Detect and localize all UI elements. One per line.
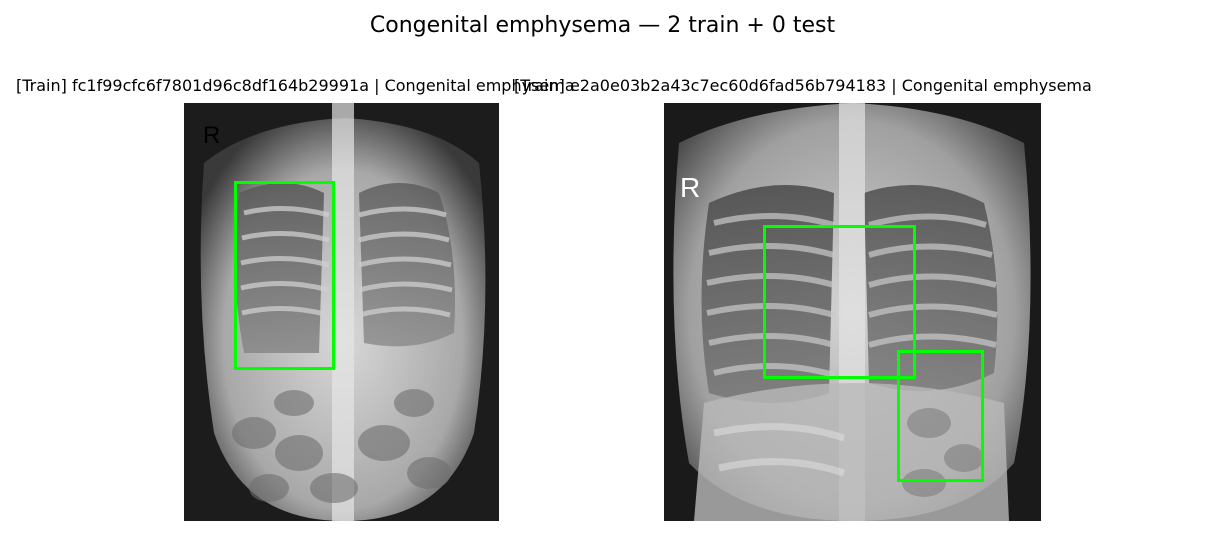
panel-2-marker: R [680,172,700,203]
panel-1-bounding-box [234,181,335,370]
xray-2-drawing: R [664,103,1041,521]
panel-1-title: [Train] fc1f99cfc6f7801d96c8df164b29991a… [16,76,575,95]
panel-1-xray-image: R [184,103,499,521]
panel-2-bounding-box-upper [763,225,916,379]
panel-1-marker: R [203,122,220,149]
panel-2-xray-image: R [664,103,1041,521]
panel-2-title: [Train] e2a0e03b2a43c7ec60d6fad56b794183… [514,76,1092,95]
xray-1-drawing: R [184,103,499,521]
figure-title: Congenital emphysema — 2 train + 0 test [369,13,836,38]
panel-2-bounding-box-lower [897,350,984,482]
